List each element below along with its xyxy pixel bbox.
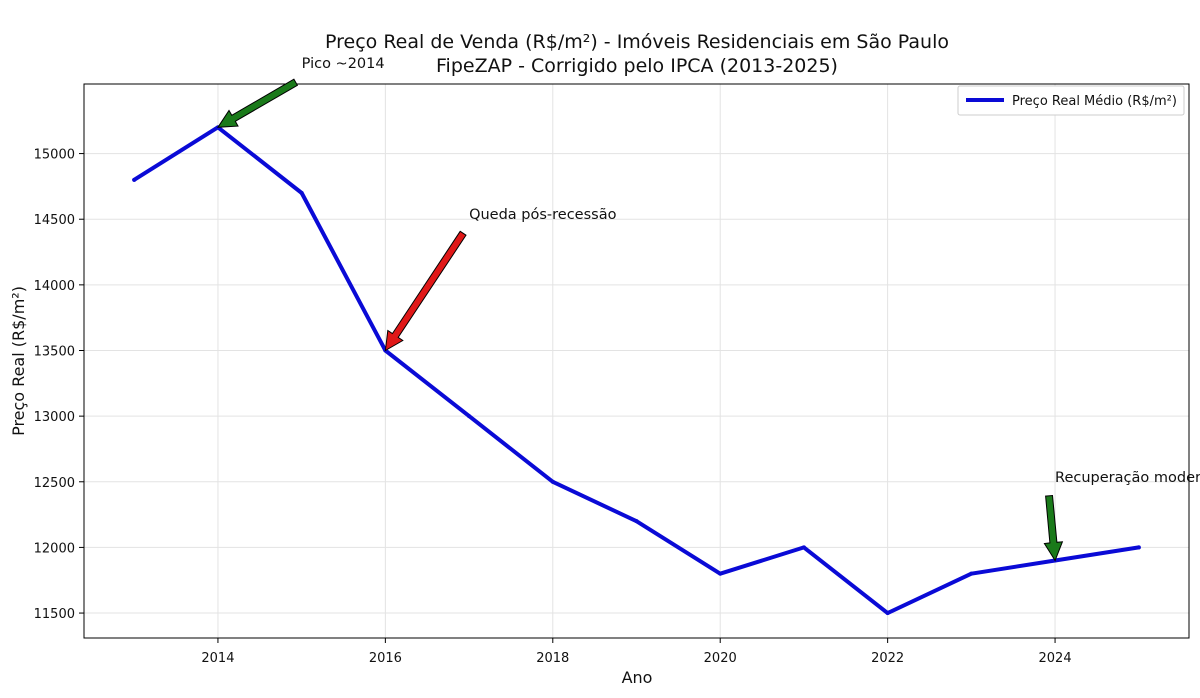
data-point: [132, 177, 137, 182]
plot-area-frame: [83, 83, 1190, 639]
annotation-label: Pico ~2014: [302, 56, 385, 72]
x-tick-label: 2022: [871, 651, 904, 666]
data-point: [718, 571, 723, 576]
grid: [84, 84, 1189, 638]
data-point: [801, 545, 806, 550]
data-point: [1136, 545, 1141, 550]
data-point: [885, 611, 890, 616]
y-tick-label: 15000: [34, 148, 75, 163]
chart-title: Preço Real de Venda (R$/m²) - Imóveis Re…: [325, 31, 949, 53]
annotation-label: Queda pós-recessão: [469, 207, 617, 223]
y-tick-label: 13000: [34, 410, 75, 425]
annotation-arrow: [216, 78, 299, 128]
chart-subtitle: FipeZAP - Corrigido pelo IPCA (2013-2025…: [436, 55, 838, 77]
legend: Preço Real Médio (R$/m²): [957, 85, 1185, 116]
x-axis-label: Ano: [622, 668, 653, 687]
x-tick-label: 2018: [536, 651, 569, 666]
series-line: [132, 125, 1141, 616]
annotation-label: Recuperação moderada: [1055, 470, 1200, 486]
data-point: [467, 414, 472, 419]
axis-ticks: 2014 2016 2018 2020 2022 2024 11500 12000 12500 1…: [34, 148, 1072, 666]
data-point: [634, 519, 639, 524]
series: [132, 125, 1141, 616]
y-tick-label: 12000: [34, 541, 75, 556]
annotation-arrow: [1043, 494, 1064, 562]
annotation-arrow: [384, 230, 467, 352]
data-point: [299, 190, 304, 195]
x-tick-label: 2024: [1039, 651, 1072, 666]
x-tick-label: 2014: [201, 651, 234, 666]
data-point: [550, 479, 555, 484]
y-tick-label: 11500: [34, 607, 75, 622]
y-tick-label: 12500: [34, 476, 75, 491]
legend-entry: Preço Real Médio (R$/m²): [1012, 94, 1177, 109]
y-tick-label: 14500: [34, 213, 75, 228]
x-tick-label: 2016: [369, 651, 402, 666]
y-tick-label: 14000: [34, 279, 75, 294]
data-point: [969, 571, 974, 576]
annotations: Pico ~2014 Queda pós-recessão Recuperação …: [216, 56, 1200, 562]
x-tick-label: 2020: [704, 651, 737, 666]
legend-box: [957, 85, 1185, 116]
y-axis-label: Preço Real (R$/m²): [9, 286, 28, 436]
y-tick-label: 13500: [34, 344, 75, 359]
